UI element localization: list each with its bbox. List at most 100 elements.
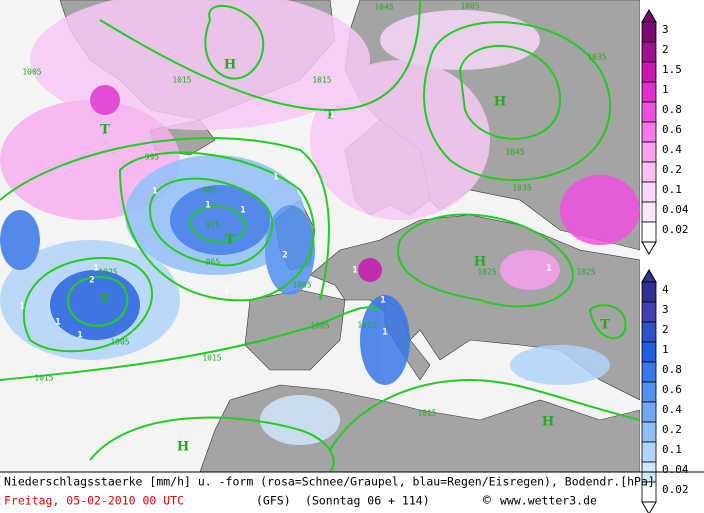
legend-label: 0.8 (662, 103, 682, 116)
isobar-label: 1005 (110, 338, 129, 347)
legend-swatch (641, 81, 657, 103)
isobar-label: 975 (206, 221, 221, 230)
isobars (0, 0, 641, 473)
legend-swatch (641, 181, 657, 203)
isobar-label: 1015 (172, 76, 191, 85)
legend-label: 4 (662, 283, 669, 296)
legend-label: 0.1 (662, 183, 682, 196)
legend-swatch (641, 381, 657, 403)
isobar-label: 1025 (477, 268, 496, 277)
isobar (67, 275, 129, 327)
legend-label: 0.02 (662, 223, 689, 236)
isobar-label: 1045 (505, 148, 524, 157)
pressure-center: H (224, 58, 236, 73)
isobar (89, 416, 335, 473)
legend-swatch (641, 401, 657, 423)
precip-label: 2 (282, 251, 287, 261)
pressure-center: T (100, 293, 110, 308)
isobar (423, 21, 612, 181)
isobar (397, 213, 574, 308)
isobar-label: 1025 (98, 268, 117, 277)
legend-swatch (641, 441, 657, 463)
precip-label: 1 (77, 331, 82, 341)
legend-label: 0.04 (662, 463, 689, 476)
pressure-center: H (474, 255, 486, 270)
legend-arrow-bottom (641, 241, 657, 255)
precip-label: 1 (55, 318, 60, 328)
precip-label: 1 (93, 264, 98, 274)
precip-label: 1 (546, 264, 551, 274)
isobar-label: 985 (203, 186, 218, 195)
footer-date: Freitag, 05-02-2010 00 UTC (4, 494, 184, 508)
isobar-label: 1005 (310, 322, 329, 331)
pressure-center: T (100, 123, 110, 138)
legend-swatch (641, 361, 657, 383)
rain-area (260, 395, 340, 445)
isobar-label: 1035 (512, 184, 531, 193)
legend-label: 1.5 (662, 63, 682, 76)
footer-run: (Sonntag 06 + 114) (305, 494, 430, 508)
legend-swatch (641, 281, 657, 303)
legend-swatch (641, 161, 657, 183)
footer-copyright: © (483, 494, 491, 509)
precip-label: 1 (352, 266, 357, 276)
footer-model: (GFS) (256, 494, 291, 508)
legend-swatch (641, 301, 657, 323)
pressure-center: H (494, 95, 506, 110)
isobar-label: 1015 (202, 354, 221, 363)
legend-label: 1 (662, 343, 669, 356)
isobar-label: 1005 (460, 2, 479, 11)
map: H H H H H T T T T T 1025 1005 1015 995 985 975 965 1005 10… (0, 0, 641, 473)
precip-label: 1 (382, 328, 387, 338)
snow-areas (0, 0, 640, 290)
legends: 3 2 1.5 1 0.8 0.6 0.4 0.2 0.1 0.04 0.02 4 3 2 1 0.8 0.6 0… (640, 0, 704, 513)
legend-label: 0.2 (662, 423, 682, 436)
snow-area (310, 60, 490, 220)
legend-label: 3 (662, 303, 669, 316)
legend-swatch (641, 221, 657, 243)
legend-swatch (641, 141, 657, 163)
isobar (458, 45, 562, 140)
legend-arrow-bottom (641, 501, 657, 513)
legend-label: 1 (662, 83, 669, 96)
pressure-center: T (600, 318, 610, 333)
isobar (148, 177, 274, 267)
isobar-label: 1035 (587, 53, 606, 62)
rain-area (510, 345, 610, 385)
isobar (588, 304, 627, 340)
legend-swatch (641, 61, 657, 83)
footer-description: Niederschlagsstaerke [mm/h] u. -form (ro… (4, 475, 655, 489)
isobar (329, 378, 641, 451)
pressure-center: T (325, 108, 335, 123)
map-labels: H H H H H T T T T T 1025 1005 1015 995 985 975 965 1005 10… (19, 2, 610, 455)
legend-label: 0.2 (662, 163, 682, 176)
legend-label: 3 (662, 23, 669, 36)
rain-area (170, 185, 270, 255)
isobar-label: 1005 (292, 281, 311, 290)
isobar (22, 256, 154, 353)
pressure-center: H (177, 440, 189, 455)
isobar-label: 995 (145, 153, 160, 162)
isobar-label: 1015 (417, 409, 436, 418)
legend-swatch (641, 341, 657, 363)
snow-area (380, 10, 540, 70)
isobar-label: 1015 (34, 374, 53, 383)
isobar-label: 965 (206, 258, 221, 267)
snow-area (560, 175, 640, 245)
rain-area (0, 210, 40, 270)
snow-area (358, 258, 382, 282)
footer-website: www.wetter3.de (500, 494, 597, 508)
legend-label: 0.8 (662, 363, 682, 376)
pressure-center: H (542, 415, 554, 430)
snow-area (500, 250, 560, 290)
precip-label: 1 (273, 173, 278, 183)
isobar (188, 205, 247, 243)
isobar (99, 0, 421, 112)
snow-area (90, 85, 120, 115)
isobar-label: 1005 (22, 68, 41, 77)
legend-label: 0.6 (662, 383, 682, 396)
precip-label: 1 (380, 296, 385, 306)
precip-label: 1 (152, 187, 157, 197)
legend-label: 0.02 (662, 483, 689, 496)
legend-swatch (641, 41, 657, 63)
